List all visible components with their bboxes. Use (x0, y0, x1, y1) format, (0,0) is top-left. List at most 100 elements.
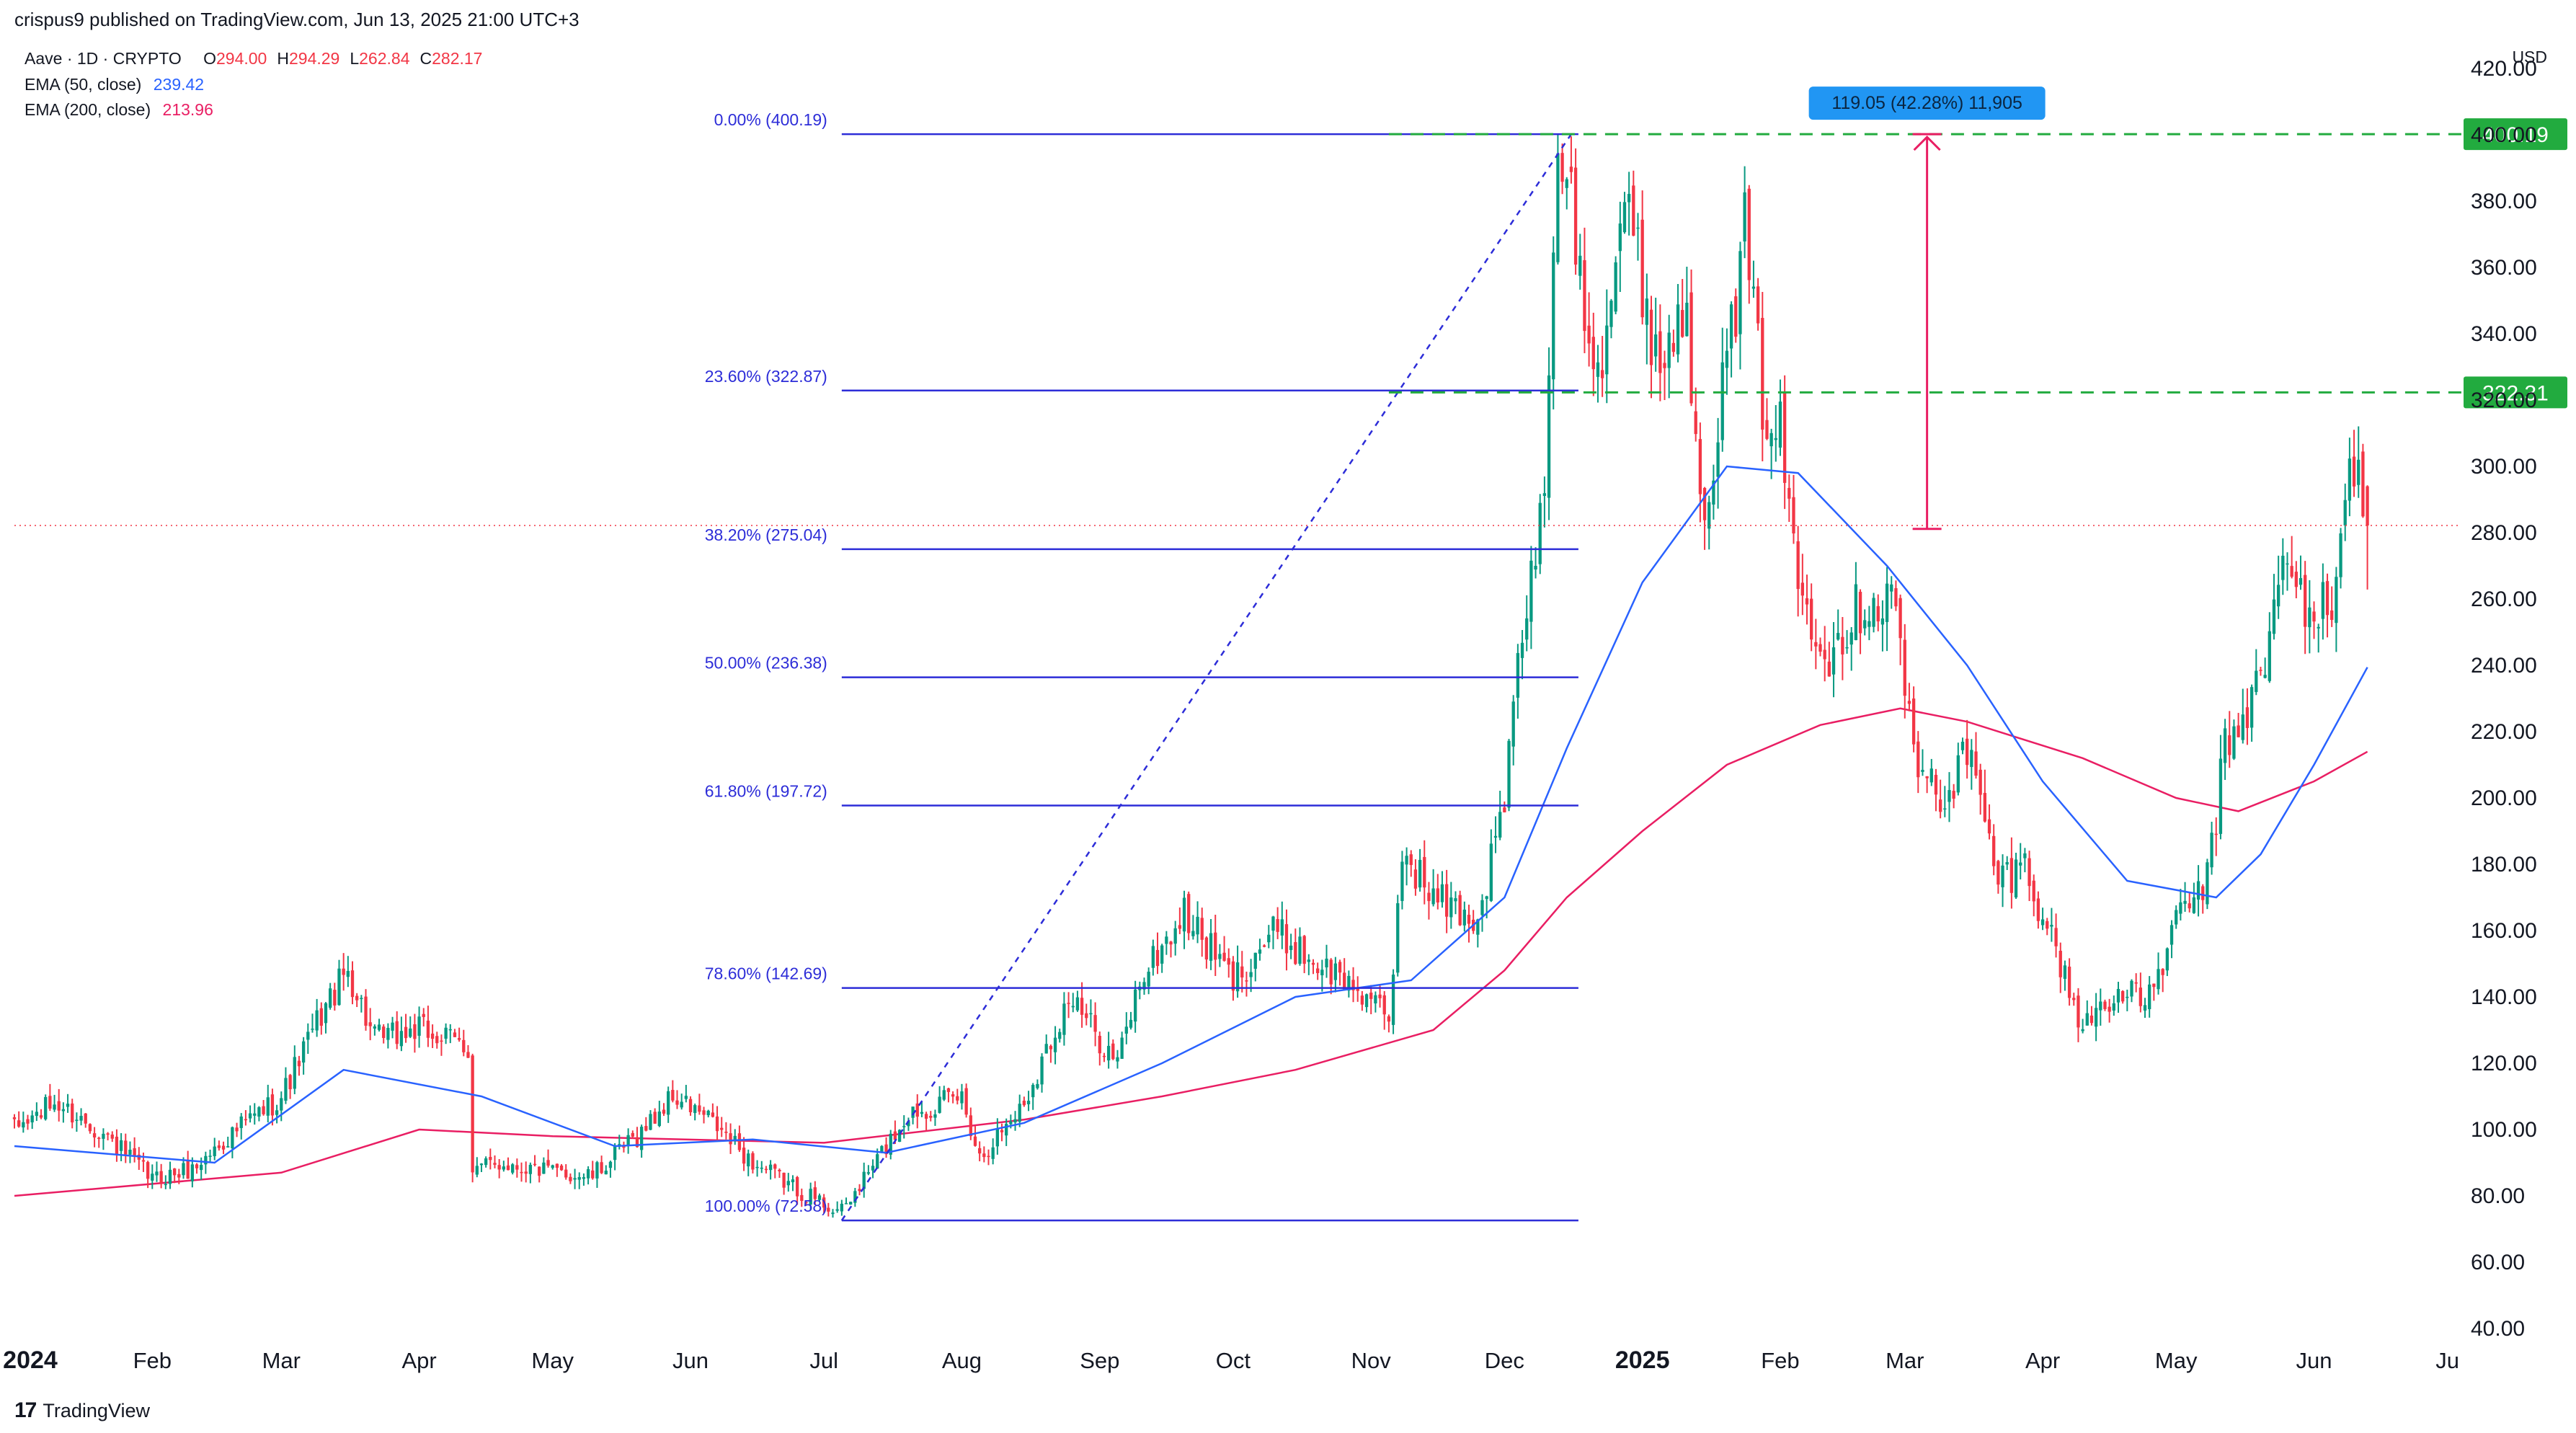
tradingview-logo-icon: 17 (14, 1398, 37, 1422)
candle-body (1649, 309, 1653, 365)
legend-ema200-value: 213.96 (162, 100, 213, 119)
candle-body (1338, 962, 1342, 973)
candle-body (297, 1060, 301, 1067)
candle-body (1369, 993, 1373, 999)
candle-body (1173, 928, 1177, 944)
candle-body (1124, 1026, 1128, 1034)
candle-body (435, 1036, 439, 1044)
legend-symbol[interactable]: Aave · 1D · CRYPTO (25, 49, 182, 68)
candle-body (1632, 185, 1635, 236)
candle-body (1053, 1037, 1057, 1052)
legend-ohlc-l: L262.84 (350, 49, 410, 68)
candle-body (430, 1033, 435, 1039)
candle-body (173, 1168, 177, 1176)
candle-body (404, 1026, 408, 1039)
candle-body (2032, 880, 2035, 902)
candle-body (1569, 167, 1573, 172)
candle-body (1725, 350, 1729, 368)
candle-body (391, 1022, 394, 1031)
candle-body (328, 988, 332, 1008)
candle-body (92, 1133, 97, 1137)
candle-body (831, 1212, 835, 1215)
candle-body (315, 1010, 319, 1031)
candle-body (413, 1024, 417, 1039)
legend-ema200[interactable]: EMA (200, close) 213.96 (25, 100, 213, 120)
candle-body (1947, 790, 1951, 802)
ema50-line[interactable] (14, 465, 2368, 1164)
candle-body (1938, 799, 1942, 812)
candle-body (2325, 581, 2329, 616)
candle-body (244, 1119, 248, 1121)
candle-body (2108, 1006, 2111, 1012)
fib-level-label: 100.00% (72.58) (705, 1197, 827, 1215)
candle-body (1525, 618, 1529, 640)
candle-body (1663, 363, 1666, 368)
x-tick-label: Jun (672, 1348, 709, 1373)
candle-body (506, 1165, 510, 1171)
candle-body (1917, 741, 1920, 778)
candle-body (1854, 584, 1858, 641)
candle-body (1026, 1101, 1031, 1104)
candle-body (217, 1145, 221, 1148)
candle-body (1133, 989, 1137, 1022)
candle-body (960, 1091, 964, 1104)
candle-body (2255, 670, 2258, 693)
candle-body (2157, 969, 2160, 990)
candle-body (1609, 301, 1613, 327)
candle-body (364, 996, 368, 1026)
horizontal-levels[interactable]: 400.19 322.31 (14, 118, 2567, 526)
candle-body (1409, 854, 1413, 865)
y-tick-label: 240.00 (2471, 654, 2537, 678)
tradingview-logo[interactable]: 17 TradingView (14, 1398, 150, 1423)
legend-ema50[interactable]: EMA (50, close) 239.42 (25, 75, 204, 94)
candle-body (929, 1115, 933, 1118)
candle-body (266, 1097, 270, 1116)
candle-body (1997, 861, 2000, 885)
candle-body (235, 1127, 239, 1132)
candle-body (2210, 833, 2213, 868)
candle-body (1294, 941, 1297, 964)
candle-body (1209, 933, 1213, 961)
candle-body (1151, 946, 1155, 968)
candle-body (1467, 915, 1471, 924)
candle-body (987, 1155, 990, 1158)
candle-body (1849, 632, 1853, 645)
candle-body (1187, 894, 1191, 933)
candles-layer (12, 134, 2369, 1218)
y-tick-label: 380.00 (2471, 190, 2537, 213)
candle-body (2152, 983, 2156, 988)
candle-body (1903, 639, 1906, 696)
candle-body (1058, 1032, 1062, 1039)
candle-body (1093, 1015, 1097, 1032)
candle-body (377, 1024, 381, 1030)
candle-body (1614, 262, 1617, 312)
currency-label[interactable]: USD (2512, 48, 2547, 66)
candle-body (213, 1146, 216, 1156)
candle-body (1712, 480, 1715, 505)
candle-body (200, 1164, 203, 1171)
fib-retracement[interactable]: 0.00% (400.19) 23.60% (322.87) 38.20% (275… (705, 110, 1578, 1222)
candle-body (942, 1090, 946, 1100)
legend-symbol-row: Aave · 1D · CRYPTO O294.00 H294.29 L262.84… (25, 49, 492, 68)
candle-body (2143, 1005, 2147, 1011)
candle-body (1005, 1124, 1008, 1136)
candle-body (133, 1148, 136, 1156)
candle-body (2094, 1008, 2098, 1027)
candle-body (1423, 856, 1426, 888)
candle-body (275, 1110, 279, 1115)
candle-body (1774, 438, 1777, 440)
candle-body (1396, 903, 1400, 973)
candle-body (106, 1133, 110, 1135)
ema200-line[interactable] (14, 707, 2368, 1197)
candle-body (1974, 751, 1978, 776)
candle-body (569, 1176, 572, 1181)
candle-body (924, 1114, 928, 1119)
candle-body (1529, 560, 1533, 622)
price-range-measure[interactable]: 119.05 (42.28%) 11,905 (1808, 86, 2046, 531)
candle-body (555, 1163, 559, 1168)
candle-body (511, 1164, 515, 1173)
candle-body (1289, 945, 1293, 950)
candle-body (782, 1172, 786, 1188)
x-tick-label: Feb (1761, 1348, 1799, 1373)
